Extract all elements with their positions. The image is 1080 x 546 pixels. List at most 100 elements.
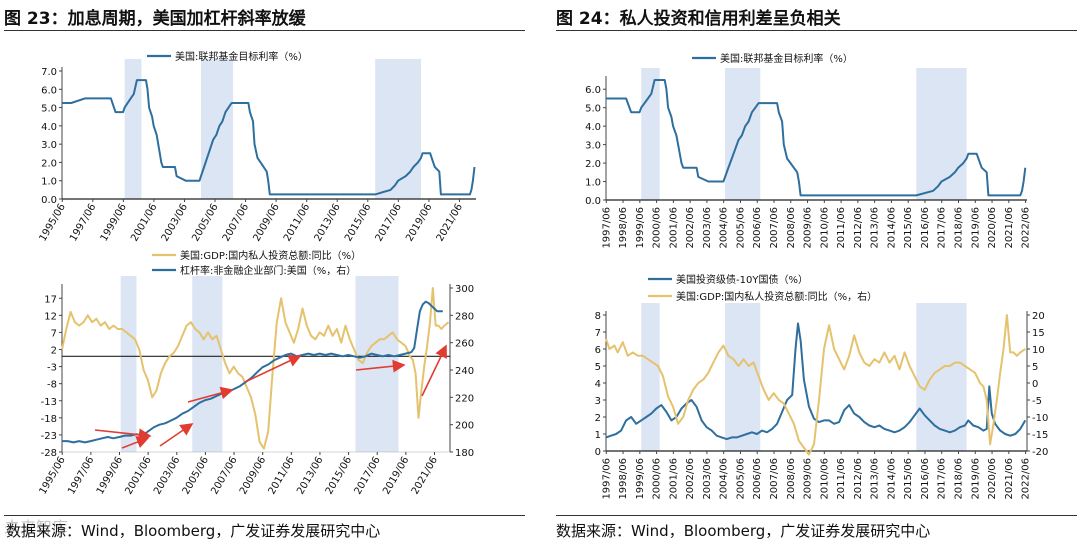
figure-title-left: 图 23：加息周期，美国加杠杆斜率放缓 — [4, 9, 306, 29]
chart3-xtick-label: 2015/06 — [903, 207, 914, 249]
chart3-legend-label-1: 美国:联邦基金目标利率（%） — [720, 52, 853, 65]
chart2-xtick-label: 2001/06 — [123, 455, 153, 496]
chart2-xtick-label: 2009/06 — [238, 455, 268, 496]
chart1-xtick-label: 2011/06 — [282, 202, 312, 243]
chart3-ytick-label: 3.0 — [585, 141, 601, 152]
chart2-xtick-label: 2003/06 — [152, 455, 182, 496]
chart2-ytick-label: -3 — [47, 363, 57, 374]
chart4-ytick-label: 3 — [595, 396, 601, 407]
chart2-y2tick-label: 280 — [455, 311, 474, 322]
chart4-legend-label-2: 美国:GDP:国内私人投资总额:同比（%，右） — [676, 290, 877, 303]
chart4-series-2-line — [605, 314, 1026, 456]
chart3-xtick-label: 2012/06 — [853, 207, 864, 249]
chart4-legend-label-1: 美国投资级债-10Y国债（%） — [676, 273, 808, 286]
chart2-y2tick-label: 260 — [455, 339, 474, 350]
chart4-shaded-period-3 — [916, 303, 967, 451]
chart2-annotation-arrow-5 — [244, 355, 302, 383]
chart3-ytick-label: 0.0 — [585, 196, 601, 207]
chart2-y2tick-label: 200 — [455, 421, 474, 432]
chart4-xtick-label: 2021/06 — [1004, 458, 1015, 500]
chart4-y2tick-label: 20 — [1032, 311, 1045, 322]
chart1-ytick-label: 6.0 — [41, 85, 57, 96]
chart3-xtick-label: 2011/06 — [836, 207, 847, 249]
chart2-ytick-label: -8 — [47, 380, 57, 391]
chart4-xtick-label: 2019/06 — [970, 458, 981, 500]
chart2-xtick-label: 1999/06 — [95, 455, 125, 496]
chart3-xtick-label: 2013/06 — [870, 207, 881, 249]
chart2-xtick-label: 2011/06 — [267, 455, 297, 496]
chart1-xtick-label: 1999/06 — [99, 202, 129, 243]
chart3-xtick-label: 1997/06 — [601, 207, 612, 249]
chart4-xtick-label: 2006/06 — [752, 458, 763, 500]
chart1-xtick-label: 1997/06 — [68, 202, 98, 243]
chart4-y2tick-label: 5 — [1032, 362, 1038, 373]
chart1-shaded-period-3 — [375, 59, 422, 199]
chart3-ytick-label: 1.0 — [585, 178, 601, 189]
chart2-ytick-label: 7 — [51, 328, 57, 339]
chart2-series-2-line — [62, 300, 443, 444]
chart1-xtick-label: 2015/06 — [343, 202, 373, 243]
chart1-xtick-label: 2007/06 — [221, 202, 251, 243]
chart3-xtick-label: 1999/06 — [635, 207, 646, 249]
chart3-xtick-label: 2004/06 — [719, 207, 730, 249]
chart4-ytick-label: 0 — [595, 447, 601, 458]
chart4-xtick-label: 1997/06 — [601, 458, 612, 500]
chart3-xtick-label: 2005/06 — [735, 207, 746, 249]
chart2-ytick-label: -13 — [41, 397, 57, 408]
title-rule-left — [4, 30, 525, 31]
chart2-y2tick-label: 220 — [455, 393, 474, 404]
chart4-xtick-label: 2002/06 — [685, 458, 696, 500]
chart4-xtick-label: 2007/06 — [769, 458, 780, 500]
chart2-shaded-period-3 — [355, 276, 399, 452]
chart2-xtick-label: 2007/06 — [209, 455, 239, 496]
chart3-ytick-label: 5.0 — [585, 104, 601, 115]
chart4-xtick-label: 2004/06 — [719, 458, 730, 500]
chart4-xtick-label: 2010/06 — [819, 458, 830, 500]
figure-title-right: 图 24：私人投资和信用利差呈负相关 — [556, 9, 841, 29]
chart4-xtick-label: 2018/06 — [954, 458, 965, 500]
chart4-xtick-label: 2014/06 — [886, 458, 897, 500]
chart2-ytick-label: 17 — [44, 294, 57, 305]
chart2-series-1-line — [61, 287, 450, 450]
chart2-ytick-label: -28 — [41, 448, 57, 459]
chart4-ytick-label: 4 — [595, 379, 601, 390]
chart3-xtick-label: 2000/06 — [652, 207, 663, 249]
chart4-shaded-period-2 — [725, 303, 761, 451]
chart4-xtick-label: 1999/06 — [635, 458, 646, 500]
chart2-shaded-period-1 — [120, 276, 137, 452]
chart2-annotation-arrow-6 — [355, 359, 406, 373]
chart4-y2tick-label: -10 — [1032, 413, 1048, 424]
chart4-xtick-label: 2016/06 — [920, 458, 931, 500]
chart2-ytick-label: -23 — [41, 431, 57, 442]
chart3-xtick-label: 2009/06 — [803, 207, 814, 249]
chart3-xtick-label: 2021/06 — [1004, 207, 1015, 249]
chart2-xtick-label: 2021/06 — [410, 455, 440, 496]
chart1-xtick-label: 2005/06 — [190, 202, 220, 243]
chart4-ytick-label: 1 — [595, 430, 601, 441]
chart4-y2tick-label: -20 — [1032, 447, 1048, 458]
chart2-annotation-arrow-3 — [159, 423, 194, 447]
chart1-shaded-period-2 — [201, 59, 234, 199]
chart2-annotation-arrow-4 — [187, 386, 234, 403]
chart3-xtick-label: 1998/06 — [618, 207, 629, 249]
chart4-shaded-period-1 — [641, 303, 660, 451]
watermark: 未来智库 — [4, 518, 69, 537]
chart3-ytick-label: 4.0 — [585, 122, 601, 133]
chart4-xtick-label: 2011/06 — [836, 458, 847, 500]
source-note-left: 数据来源：Wind，Bloomberg，广发证券发展研究中心 — [6, 522, 381, 540]
chart3-series-1-line — [606, 79, 1027, 197]
chart2-xtick-label: 2015/06 — [324, 455, 354, 496]
chart4-xtick-label: 2020/06 — [987, 458, 998, 500]
chart4-xtick-label: 2015/06 — [903, 458, 914, 500]
chart1-ytick-label: 4.0 — [41, 122, 57, 133]
chart4-ytick-label: 8 — [595, 311, 601, 322]
chart1-legend-label-1: 美国:联邦基金目标利率（%） — [175, 50, 308, 63]
chart1-xtick-label: 2019/06 — [404, 202, 434, 243]
chart3-xtick-label: 2016/06 — [920, 207, 931, 249]
chart4-xtick-label: 2005/06 — [735, 458, 746, 500]
chart1-ytick-label: 3.0 — [41, 140, 57, 151]
chart2-shaded-period-2 — [192, 276, 223, 452]
chart2-y2tick-label: 180 — [455, 448, 474, 459]
chart2-xtick-label: 2019/06 — [381, 455, 411, 496]
